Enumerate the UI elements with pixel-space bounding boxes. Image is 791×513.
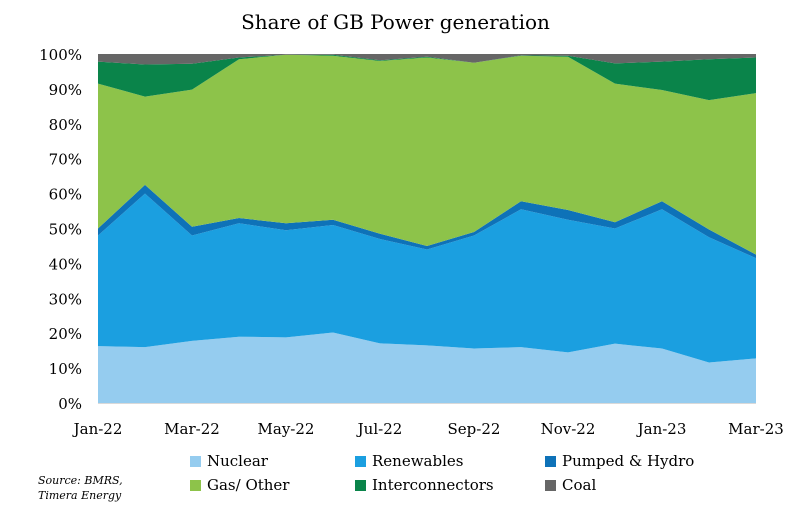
legend: Nuclear Renewables Pumped & Hydro Gas/ O… — [190, 452, 730, 494]
area-interconnectors — [98, 54, 756, 101]
x-tick-label: May-22 — [258, 420, 315, 438]
y-tick-label: 10% — [49, 360, 82, 378]
chart-title: Share of GB Power generation — [241, 10, 550, 34]
legend-item-pumped-hydro: Pumped & Hydro — [545, 452, 705, 470]
x-tick-label: Mar-22 — [164, 420, 220, 438]
legend-label: Gas/ Other — [207, 476, 290, 494]
legend-swatch — [355, 455, 366, 467]
legend-label: Interconnectors — [372, 476, 494, 494]
x-tick-label: Jul-22 — [356, 420, 403, 438]
source-line: Timera Energy — [38, 489, 122, 502]
legend-label: Pumped & Hydro — [562, 452, 695, 470]
y-tick-label: 60% — [49, 186, 82, 204]
legend-swatch — [355, 479, 366, 491]
legend-item-gas-other: Gas/ Other — [190, 476, 355, 494]
y-tick-label: 50% — [49, 221, 82, 239]
y-tick-label: 100% — [39, 46, 82, 64]
legend-swatch — [545, 455, 556, 467]
y-tick-label: 80% — [49, 116, 82, 134]
y-tick-label: 70% — [49, 151, 82, 169]
y-tick-label: 90% — [49, 81, 82, 99]
y-tick-label: 0% — [58, 395, 82, 413]
legend-swatch — [190, 479, 201, 491]
x-tick-label: Nov-22 — [541, 420, 596, 438]
area-coal — [98, 54, 756, 65]
area-nuclear — [98, 332, 756, 403]
legend-swatch — [190, 455, 201, 467]
area-pumped-hydro — [98, 184, 756, 259]
x-tick-label: Sep-22 — [448, 420, 501, 438]
area-gas-other — [98, 54, 756, 255]
source-note: Source: BMRS, Timera Energy — [38, 473, 123, 503]
x-tick-label: Mar-23 — [728, 420, 784, 438]
legend-item-coal: Coal — [545, 476, 705, 494]
x-tick-label: Jan-23 — [636, 420, 687, 438]
legend-label: Coal — [562, 476, 597, 494]
legend-item-nuclear: Nuclear — [190, 452, 355, 470]
y-tick-label: 20% — [49, 325, 82, 343]
legend-swatch — [545, 479, 556, 491]
area-renewables — [98, 193, 756, 363]
legend-label: Nuclear — [207, 452, 268, 470]
y-tick-label: 40% — [49, 255, 82, 273]
legend-label: Renewables — [372, 452, 464, 470]
legend-item-interconnectors: Interconnectors — [355, 476, 545, 494]
legend-item-renewables: Renewables — [355, 452, 545, 470]
source-line: Source: BMRS, — [38, 474, 123, 487]
x-tick-label: Jan-22 — [72, 420, 123, 438]
y-tick-label: 30% — [49, 290, 82, 308]
